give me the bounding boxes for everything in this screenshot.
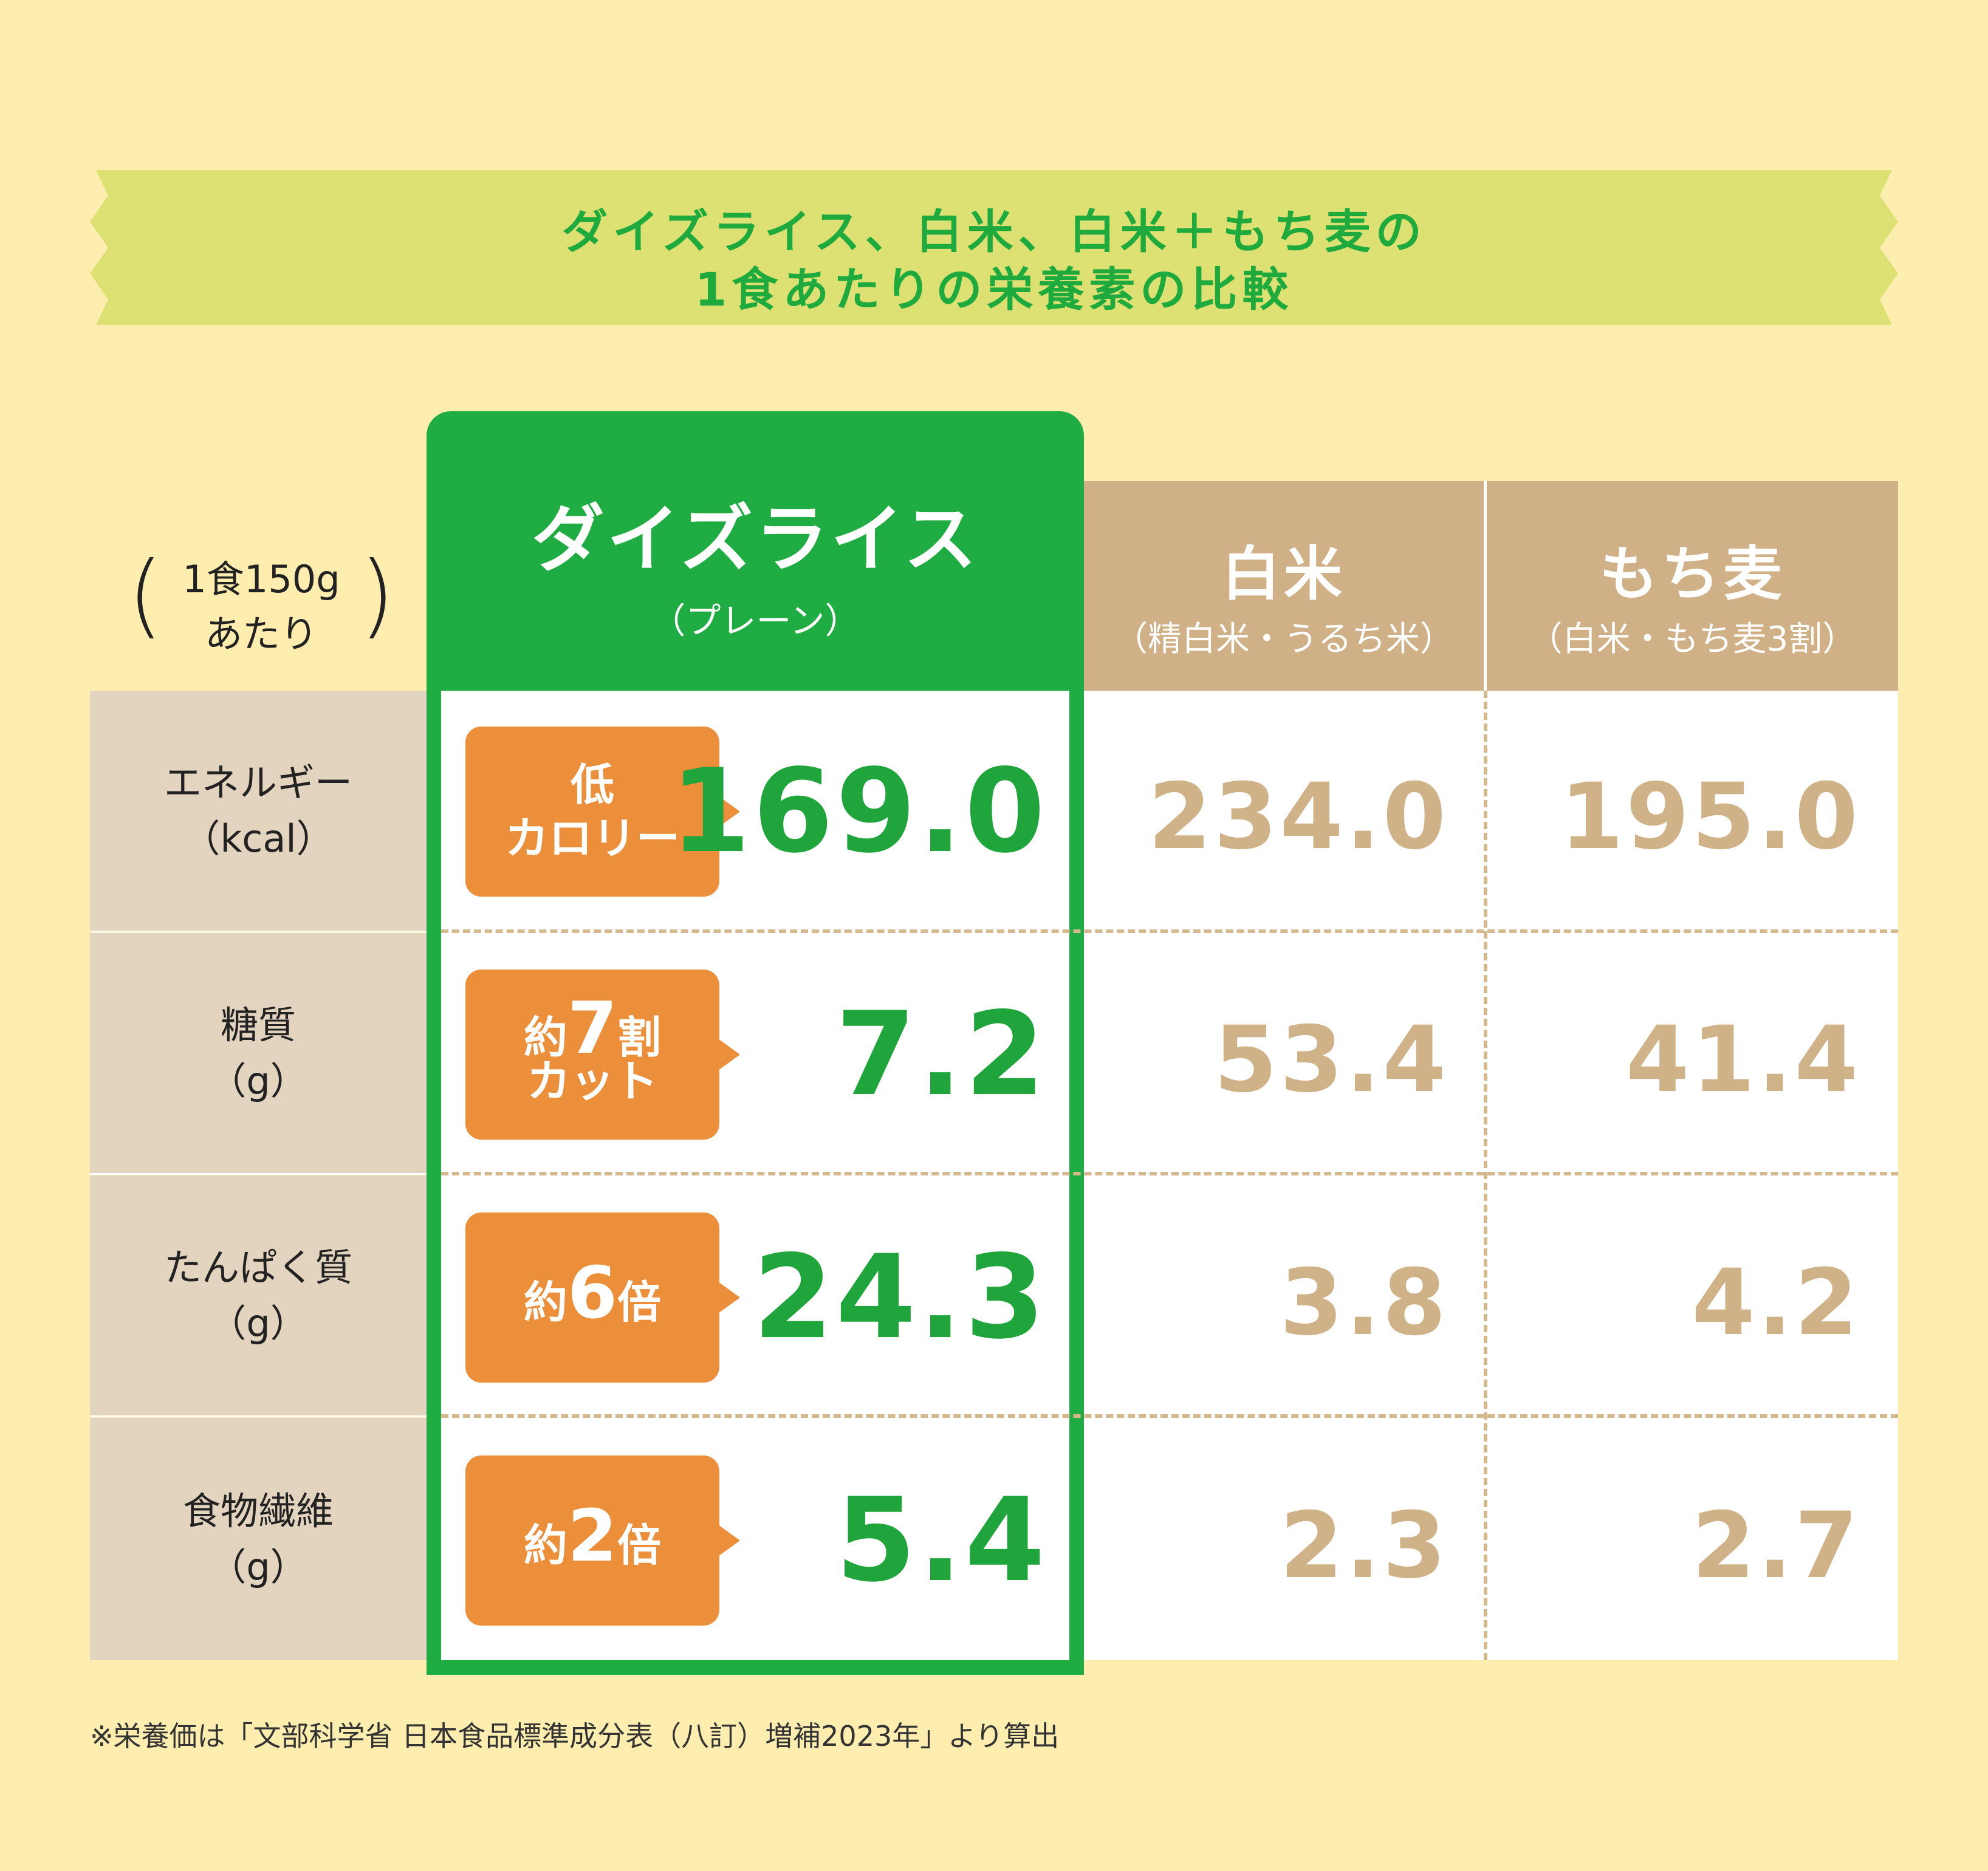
value-mochi-energy: 195.0 <box>1560 764 1860 870</box>
badge-fiber-2x: 約2倍 <box>465 1455 740 1626</box>
serving-size-line-1: 1食150g <box>182 557 340 601</box>
badge-protein-6x: 約6倍 <box>465 1213 740 1383</box>
footnote: ※栄養価は「文部科学省 日本食品標準成分表（八訂）増補2023年」より算出 <box>90 1720 1060 1753</box>
value-daizu-fiber: 5.4 <box>835 1473 1047 1607</box>
value-mochi-carbs: 41.4 <box>1625 1007 1860 1113</box>
badge-line-1: 約6倍 <box>523 1257 662 1329</box>
value-rice-fiber: 2.3 <box>1280 1493 1448 1599</box>
value-rice-carbs: 53.4 <box>1213 1007 1448 1113</box>
value-daizu-energy: 169.0 <box>670 744 1047 878</box>
daizu-rice-header: ダイズライス <box>531 498 979 582</box>
badge-suffix: 倍 <box>617 1277 662 1328</box>
daizu-rice-subheader: （プレーン） <box>650 600 860 641</box>
values-grid <box>1084 691 1898 1660</box>
mochi-mugi-header-title: もち麦 <box>1599 540 1786 608</box>
white-rice-header-sub: （精白米・うるち米） <box>1114 620 1454 659</box>
badge-low-calorie: 低 カロリー <box>465 727 740 897</box>
badge-number: 7 <box>567 986 618 1070</box>
badge-suffix: 割 <box>617 1012 662 1063</box>
badge-line-2: カロリー <box>504 813 680 864</box>
badge-prefix: 約 <box>523 1012 567 1063</box>
badge-line-2: カット <box>526 1056 658 1107</box>
title-line-1: ダイズライス、白米、白米＋もち麦の <box>561 205 1427 259</box>
white-rice-header: 白米 （精白米・うるち米） <box>1084 481 1484 691</box>
row-label-protein: たんぱく質 （g） <box>90 1175 427 1417</box>
row-label-fiber: 食物繊維 （g） <box>90 1418 427 1660</box>
value-mochi-fiber: 2.7 <box>1692 1493 1860 1599</box>
row-label-carbs: 糖質 （g） <box>90 933 427 1175</box>
row-label-energy: エネルギー （kcal） <box>90 691 427 932</box>
title-banner: ダイズライス、白米、白米＋もち麦の 1食あたりの栄養素の比較 <box>90 170 1898 325</box>
badge-number: 6 <box>567 1251 618 1335</box>
serving-size-line-2: あたり <box>204 612 318 656</box>
row-label-unit: （g） <box>208 1058 308 1103</box>
badge-prefix: 約 <box>523 1277 567 1328</box>
row-divider <box>441 1414 1898 1418</box>
right-paren: ) <box>359 542 395 648</box>
row-divider <box>441 929 1898 933</box>
value-mochi-protein: 4.2 <box>1692 1250 1860 1356</box>
row-label-unit: （g） <box>208 1301 308 1346</box>
row-label-text: たんぱく質 <box>163 1245 352 1290</box>
value-daizu-carbs: 7.2 <box>835 987 1047 1121</box>
white-rice-header-title: 白米 <box>1222 540 1346 608</box>
row-label-text: エネルギー <box>163 760 352 805</box>
banner-shape <box>90 170 1898 325</box>
badge-suffix: 倍 <box>617 1520 662 1571</box>
row-label-unit: （kcal） <box>182 816 334 861</box>
badge-line-1: 約7割 <box>523 992 662 1064</box>
row-divider <box>441 1172 1898 1175</box>
serving-size-note: ( ) 1食150g あたり <box>122 542 401 656</box>
badge-carb-cut: 約7割 カット <box>465 970 740 1140</box>
value-rice-protein: 3.8 <box>1280 1250 1448 1356</box>
badge-line-1: 約2倍 <box>523 1500 662 1572</box>
left-paren: ( <box>128 542 163 648</box>
mochi-mugi-header-sub: （白米・もち麦3割） <box>1528 620 1857 659</box>
value-daizu-protein: 24.3 <box>753 1230 1047 1364</box>
column-divider <box>1484 691 1487 1660</box>
value-rice-energy: 234.0 <box>1148 764 1448 870</box>
badge-line-1: 低 <box>570 759 614 810</box>
badge-prefix: 約 <box>523 1520 567 1571</box>
row-label-text: 食物繊維 <box>182 1488 334 1533</box>
row-label-text: 糖質 <box>220 1002 296 1047</box>
mochi-mugi-header: もち麦 （白米・もち麦3割） <box>1487 481 1898 691</box>
row-label-unit: （g） <box>208 1544 308 1589</box>
badge-number: 2 <box>567 1494 618 1578</box>
header-divider <box>1484 481 1487 691</box>
title-line-2: 1食あたりの栄養素の比較 <box>694 262 1294 316</box>
